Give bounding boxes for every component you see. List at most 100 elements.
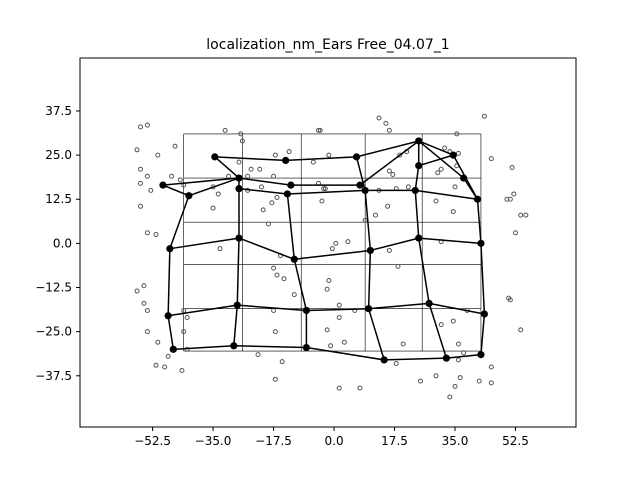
mesh-edge: [384, 357, 447, 361]
y-tick-label: 0.0: [53, 236, 72, 250]
scatter-point: [322, 186, 328, 192]
mesh-node: [211, 153, 219, 161]
scatter-point: [386, 247, 392, 253]
scatter-point: [239, 138, 245, 144]
scatter-point: [165, 353, 171, 359]
mesh-edge: [238, 187, 288, 195]
mesh-node: [282, 156, 290, 165]
mesh-edge: [415, 189, 478, 200]
scatter-point: [417, 378, 423, 384]
mesh-edge: [162, 177, 240, 186]
x-tick-label: −17.5: [255, 434, 292, 448]
mesh-edge: [169, 237, 240, 250]
scatter-point: [144, 230, 150, 236]
scatter-point: [217, 246, 223, 252]
mesh-node: [361, 186, 369, 195]
y-tick-label: −25.0: [35, 325, 72, 339]
mesh-node: [442, 354, 450, 362]
scatter-point: [272, 152, 278, 158]
scatter-point: [144, 173, 150, 179]
mesh-edge: [167, 315, 175, 350]
mesh-node: [366, 246, 374, 255]
mesh-edge: [306, 346, 385, 361]
mesh-edge: [476, 199, 482, 244]
mesh-node: [185, 192, 193, 200]
y-tick-label: −37.5: [35, 369, 72, 383]
scatter-point: [137, 180, 143, 186]
scatter-point: [226, 173, 232, 179]
scatter-point: [438, 322, 444, 328]
mesh-edge: [418, 237, 482, 245]
scatter-point: [141, 300, 147, 306]
mesh-node: [425, 299, 433, 308]
mesh-edge: [417, 237, 430, 304]
scatter-point: [272, 376, 278, 382]
scatter-point: [488, 156, 494, 162]
scatter-point: [488, 364, 494, 370]
mesh-edge: [167, 248, 171, 316]
scatter-point: [461, 350, 467, 356]
scatter-point: [433, 198, 439, 204]
mesh-edge: [480, 313, 486, 355]
scatter-point: [433, 373, 439, 379]
mesh-node: [356, 181, 364, 189]
scatter-point: [481, 113, 487, 119]
scatter-point: [144, 307, 150, 313]
mesh-node: [164, 312, 172, 320]
scatter-point: [281, 276, 287, 282]
scatter-point: [326, 277, 332, 283]
scatter-point: [345, 239, 351, 245]
scatter-point: [376, 115, 382, 121]
scatter-point: [315, 127, 321, 133]
mesh-edge: [293, 259, 308, 311]
scatter-point: [291, 292, 297, 298]
scatter-point: [324, 286, 330, 292]
mesh-edge: [418, 140, 454, 156]
x-tick-label: −35.0: [195, 434, 232, 448]
scatter-point: [328, 343, 334, 349]
scatter-point: [141, 283, 147, 289]
mesh-node: [233, 301, 241, 309]
scatter-point: [144, 329, 150, 335]
scatter-point: [507, 297, 513, 303]
x-axis-ticks: −52.5 −35.0 −17.5 0.0 17.5 35.0 52.5: [134, 427, 529, 448]
mesh-edge: [233, 345, 307, 349]
scatter-point: [357, 385, 363, 391]
scatter-point: [336, 315, 342, 321]
scatter-point: [518, 327, 524, 333]
mesh-edge: [169, 195, 190, 249]
mesh-node: [166, 245, 174, 253]
mesh-node: [460, 174, 468, 182]
scatter-point: [265, 221, 271, 227]
mesh-node: [235, 185, 243, 193]
scatter-point: [438, 166, 444, 172]
mesh-edge: [294, 249, 371, 261]
scatter-point: [181, 307, 187, 313]
scatter-point: [162, 364, 168, 370]
scatter-point: [317, 127, 323, 133]
scatter-point: [184, 315, 190, 321]
scatter-point: [513, 230, 519, 236]
mesh-edge: [428, 302, 485, 315]
scatter-point: [452, 383, 458, 389]
scatter-point: [507, 196, 513, 202]
mesh-edge: [285, 156, 357, 162]
scatter-point: [509, 164, 515, 170]
mesh-edge: [236, 238, 240, 306]
grid-lines: [183, 133, 482, 352]
scatter-point: [169, 173, 175, 179]
mesh-edge: [168, 304, 238, 317]
mesh-node: [449, 151, 457, 159]
scatter-point: [454, 131, 460, 137]
y-tick-label: −12.5: [35, 281, 72, 295]
scatter-point: [319, 198, 325, 204]
scatter-point: [450, 209, 456, 215]
scatter-point: [435, 170, 441, 176]
mesh-edge: [418, 154, 454, 167]
scatter-point: [452, 184, 458, 190]
scatter-point: [395, 263, 401, 269]
scatter-point: [177, 177, 183, 183]
mesh-edge: [237, 304, 307, 312]
x-tick-label: 17.5: [381, 434, 408, 448]
scatter-point: [137, 124, 143, 130]
